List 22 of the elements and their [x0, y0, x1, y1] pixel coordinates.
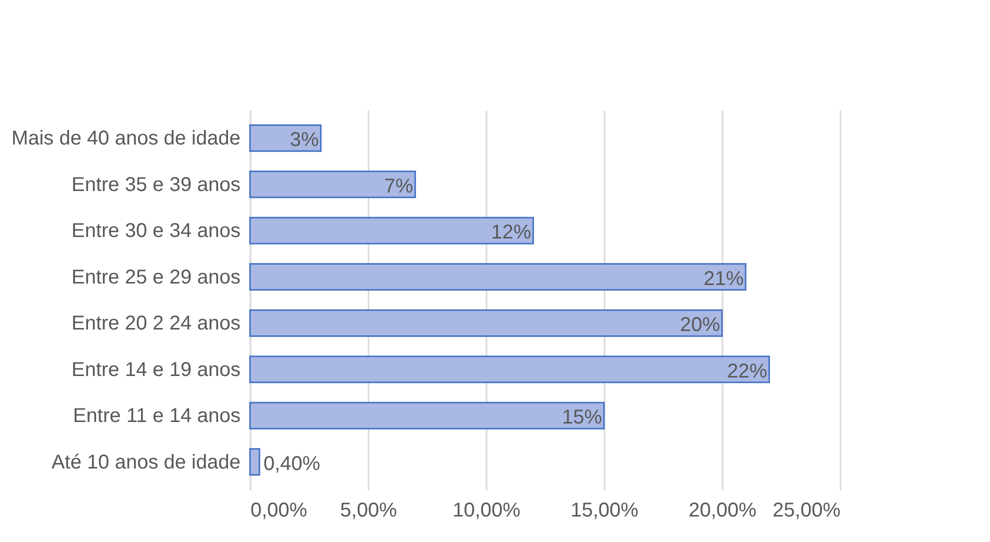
y-tick-label: Entre 20 2 24 anos [71, 312, 240, 335]
y-tick-label: Entre 14 e 19 anos [71, 358, 240, 381]
data-label: 21% [704, 268, 744, 290]
y-tick-label: Entre 25 e 29 anos [71, 266, 240, 288]
x-tick-label: 20,00% [688, 500, 757, 522]
x-tick-label: 15,00% [570, 500, 639, 522]
x-tick-label: 25,00% [772, 500, 841, 522]
data-label: 7% [384, 175, 414, 198]
x-tick-label: 10,00% [452, 500, 521, 522]
x-tick-label: 5,00% [340, 500, 398, 522]
y-tick-label: Entre 30 e 34 anos [71, 220, 240, 242]
data-label: 20% [680, 314, 720, 336]
data-label: 15% [562, 406, 602, 429]
y-tick-label: Mais de 40 anos de idade [11, 128, 240, 150]
x-tick-label: 0,00% [250, 500, 308, 522]
data-label: 0,40% [263, 452, 320, 475]
data-label: 12% [491, 222, 532, 244]
data-label: 22% [727, 360, 768, 382]
data-label: 3% [290, 129, 320, 152]
y-tick-label: Entre 11 e 14 anos [72, 405, 240, 428]
y-tick-label: Entre 35 e 39 anos [71, 174, 240, 196]
y-tick-label: Até 10 anos de idade [51, 451, 240, 474]
